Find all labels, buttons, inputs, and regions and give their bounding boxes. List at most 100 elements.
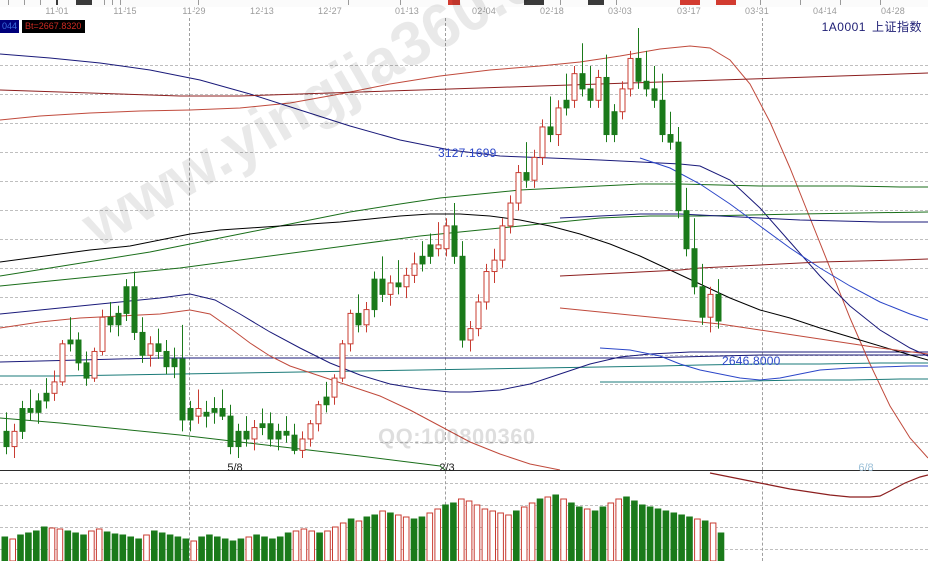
volume-bar: [450, 502, 457, 561]
toolbar-icon[interactable]: [112, 0, 113, 5]
volume-bar: [662, 510, 670, 561]
candlestick: [59, 340, 66, 386]
toolbar-icon[interactable]: [120, 0, 121, 5]
candle-body: [363, 309, 370, 326]
candlestick: [619, 81, 626, 120]
quote-tag[interactable]: 044 Bt=2667.8320: [0, 20, 86, 33]
volume-bar: [127, 536, 135, 561]
candlestick: [91, 347, 98, 382]
candle-body: [427, 244, 434, 257]
ma-red-mid-line: [559, 307, 928, 355]
volume-bar: [269, 538, 276, 561]
candlestick: [123, 279, 130, 322]
toolbar-icon[interactable]: [104, 0, 105, 5]
toolbar-icon[interactable]: [680, 0, 700, 5]
volume-bar: [418, 516, 426, 561]
volume-bar: [442, 504, 449, 561]
volume-bar: [95, 528, 103, 561]
candlestick: [475, 294, 482, 337]
candlestick: [355, 294, 362, 333]
volume-bar: [190, 540, 197, 561]
grid-line-horizontal: [0, 355, 928, 356]
candlestick: [435, 222, 442, 257]
candle-body: [643, 80, 650, 90]
symbol-code: 1A0001: [821, 20, 866, 34]
candle-body: [579, 73, 586, 90]
volume-bar: [276, 536, 284, 561]
ma-lines: [0, 45, 928, 470]
toolbar-icon[interactable]: [56, 0, 58, 5]
candle-body: [307, 423, 314, 440]
candle-body: [571, 73, 578, 101]
volume-bar: [623, 496, 630, 561]
volume-bar: [111, 533, 119, 561]
candlestick: [67, 317, 74, 352]
candle-body: [67, 339, 74, 345]
candlestick: [627, 50, 634, 97]
volume-bar: [371, 514, 378, 561]
toolbar-icon[interactable]: [24, 0, 25, 5]
candlestick: [267, 412, 274, 447]
candlestick: [171, 347, 178, 379]
toolbar-icon[interactable]: [524, 0, 544, 5]
volume-bar: [198, 536, 205, 561]
toolbar-icon[interactable]: [448, 0, 460, 5]
toolbar-icon[interactable]: [40, 0, 41, 5]
volume-bar: [151, 530, 158, 561]
volume-bar: [25, 532, 32, 561]
candlestick: [707, 286, 714, 333]
ma-darkred-mid-line: [559, 258, 928, 277]
volume-pane[interactable]: [0, 470, 928, 561]
volume-bar: [426, 512, 434, 561]
candle-body: [315, 404, 322, 425]
toolbar-icon[interactable]: [760, 0, 761, 5]
toolbar-icon[interactable]: [616, 0, 617, 5]
toolbar-icon[interactable]: [800, 0, 801, 5]
candle-body: [507, 202, 514, 227]
candle-body: [51, 381, 58, 394]
toolbar-icon[interactable]: [198, 0, 199, 5]
candle-body: [323, 396, 330, 406]
ma-black-line: [0, 213, 928, 361]
volume-bar: [363, 516, 371, 561]
candlestick: [459, 241, 466, 348]
candlestick: [299, 431, 306, 458]
toolbar-icon[interactable]: [716, 0, 736, 5]
toolbar-icon[interactable]: [348, 0, 349, 5]
candlestick: [131, 271, 138, 341]
candle-body: [483, 271, 490, 303]
volume-bar: [544, 496, 552, 561]
toolbar-icon[interactable]: [76, 0, 92, 5]
volume-bar: [410, 518, 418, 561]
candle-body: [563, 99, 570, 109]
toolbar-icon[interactable]: [8, 0, 9, 5]
candle-body: [627, 57, 634, 90]
volume-bar: [355, 520, 363, 561]
toolbar-icon[interactable]: [588, 0, 604, 5]
volume-bar: [143, 534, 150, 561]
candlestick: [427, 233, 434, 264]
volume-bar: [292, 530, 300, 561]
candlestick: [507, 195, 514, 234]
price-chart-pane[interactable]: 3127.1699 2646.8000: [0, 18, 928, 470]
grid-line-horizontal: [0, 483, 928, 484]
candle-body: [131, 286, 138, 333]
volume-ma-line: [709, 472, 928, 498]
ma-blue-descend-line: [639, 157, 928, 321]
toolbar-icon[interactable]: [560, 0, 561, 5]
symbol-name: 上证指数: [871, 20, 922, 34]
candlestick: [387, 275, 394, 306]
toolbar-icon[interactable]: [840, 0, 841, 5]
candle-body: [443, 225, 450, 250]
ma-red-arc-line: [0, 309, 561, 470]
toolbar-icon[interactable]: [400, 0, 401, 5]
candlestick: [211, 397, 218, 424]
candle-body: [211, 408, 218, 413]
volume-bar: [174, 536, 182, 561]
date-label: 12-13: [249, 6, 275, 16]
volume-bar: [347, 518, 355, 561]
toolbar-icon[interactable]: [880, 0, 881, 5]
volume-bar: [701, 520, 709, 561]
volume-bar: [709, 522, 717, 561]
ma-blue-bottom-line: [599, 347, 928, 381]
